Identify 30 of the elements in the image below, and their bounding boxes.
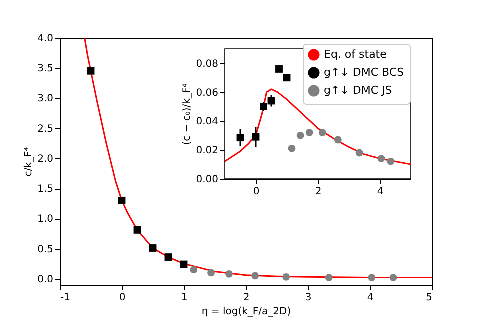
legend-label: g↑↓ DMC JS	[324, 84, 392, 97]
x-axis-title: η = log(k_F/a_2D)	[202, 306, 292, 318]
y-tick-label: 0.08	[196, 58, 218, 70]
y-tick-label: 0.02	[196, 146, 218, 157]
x-tick-label: 3	[305, 292, 312, 304]
x-tick-label: 2	[315, 186, 322, 198]
y-tick-label: 4.0	[38, 34, 54, 44]
x-tick-label: 0	[253, 186, 260, 198]
y-tick-label: 1.5	[38, 184, 54, 196]
legend-label: Eq. of state	[324, 48, 388, 61]
y-axis-title: c/k_F⁴	[24, 147, 35, 177]
y-tick-label: 0.04	[196, 116, 218, 128]
y-tick-label: 0.06	[196, 88, 218, 99]
y-tick-label: 1.0	[38, 214, 54, 226]
x-tick-label: -1	[60, 292, 70, 304]
y-tick-label: 2.5	[38, 124, 54, 135]
x-tick-label: 5	[426, 292, 432, 304]
x-tick-label: 2	[243, 292, 250, 304]
x-tick-label: 1	[181, 292, 188, 304]
legend-label: g↑↓ DMC BCS	[324, 66, 404, 79]
y-tick-label: 0.0	[38, 274, 54, 286]
y-axis-title: (c − c₀)/k_F⁴	[182, 84, 194, 146]
y-tick-label: 0.5	[38, 244, 54, 256]
x-tick-label: 0	[119, 292, 126, 304]
y-tick-label: 0.00	[196, 174, 218, 186]
y-tick-label: 3.5	[38, 64, 54, 75]
x-tick-label: 4	[367, 292, 374, 304]
y-tick-label: 2.0	[38, 154, 54, 165]
x-tick-label: 4	[377, 186, 384, 198]
y-tick-label: 3.0	[38, 94, 54, 105]
